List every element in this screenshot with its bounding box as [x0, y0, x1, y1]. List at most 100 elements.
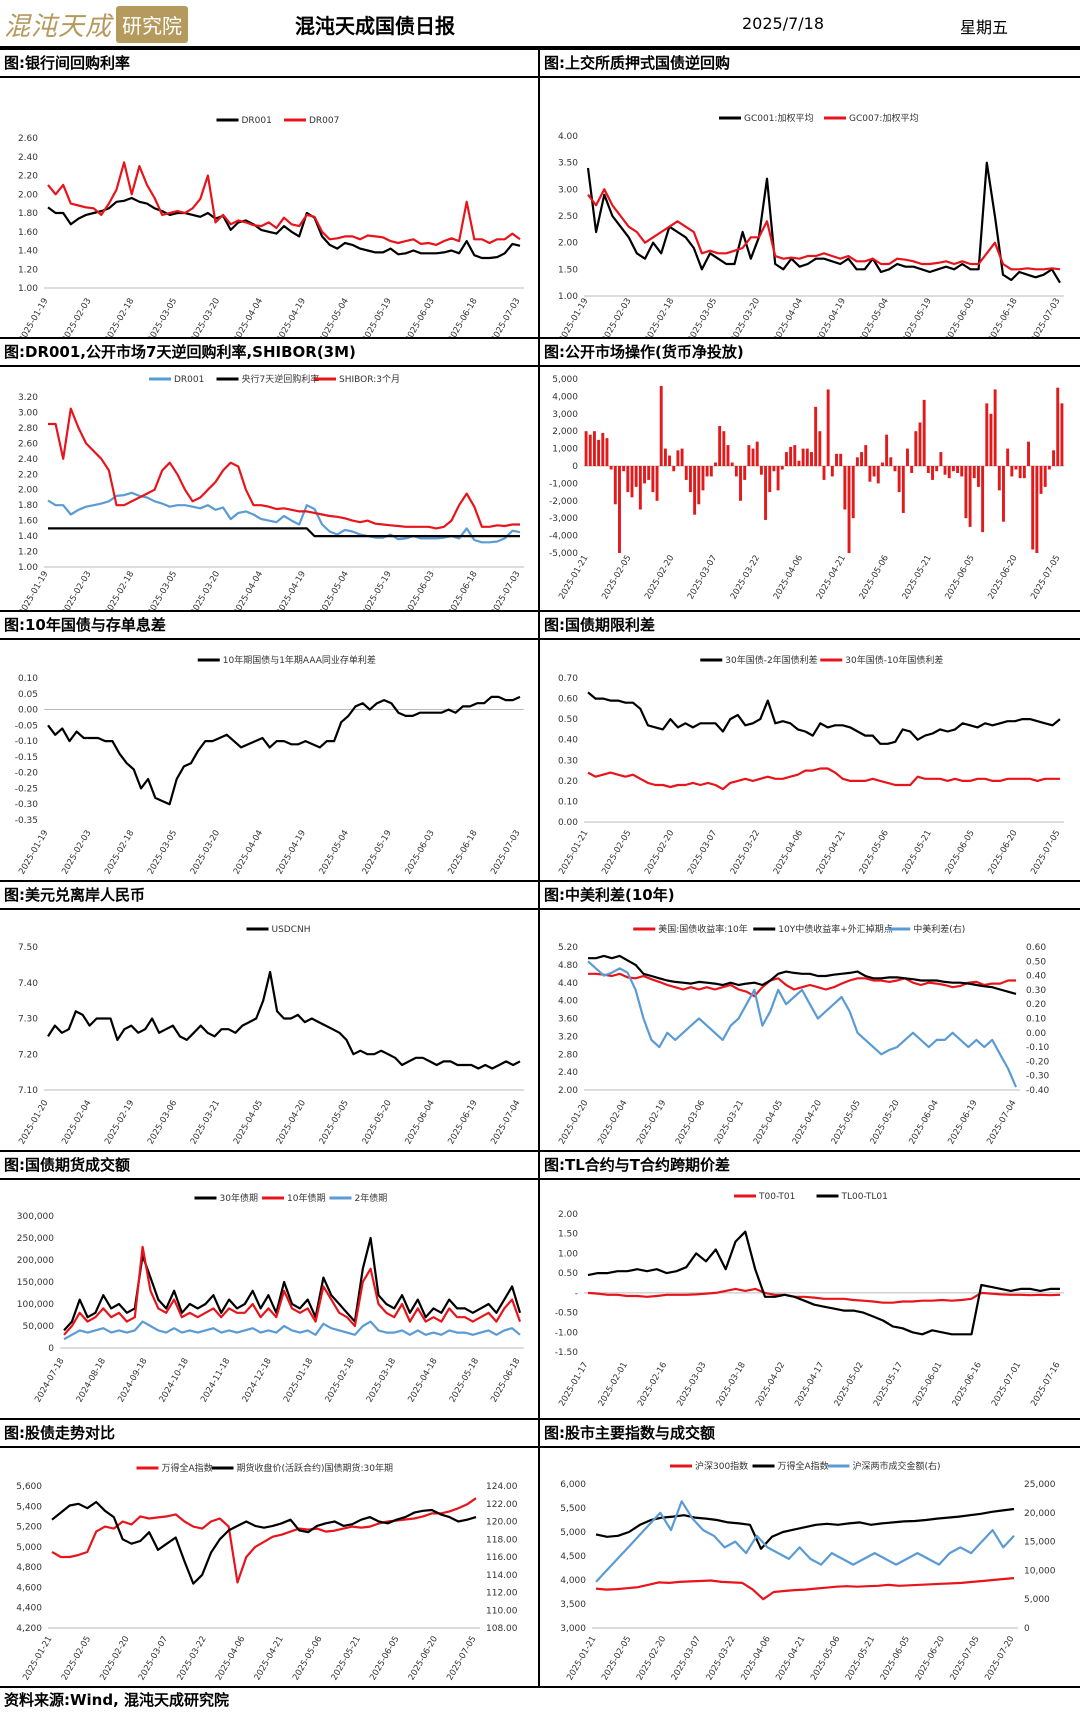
x-tick-label: 2025-05-05	[318, 1099, 351, 1147]
x-tick-label: 2025-04-05	[752, 1099, 785, 1147]
x-tick-label: 2025-03-22	[729, 829, 762, 877]
y-tick-label: 300,000	[17, 1212, 54, 1222]
bar	[843, 466, 847, 510]
bar	[880, 462, 884, 466]
x-tick-label: 2025-02-01	[597, 1361, 630, 1409]
panel-p9: 图:国债期货成交额 300,000 250,000 200,000 150,000 100…	[0, 1150, 540, 1418]
y-tick-label: 3,000	[560, 1624, 586, 1634]
x-tick-label: 2025-04-20	[791, 1099, 824, 1147]
legend-label: 美国:国债收益率:10年	[658, 923, 748, 935]
y-tick-label-right: 5,000	[1024, 1595, 1050, 1605]
logo-stamp: 研究院	[116, 5, 189, 43]
bar	[805, 448, 809, 466]
x-tick-label: 2025-05-19	[901, 297, 934, 338]
x-tick-label: 2025-02-04	[596, 1099, 629, 1147]
series-line	[47, 196, 521, 260]
x-tick-label: 2025-04-04	[232, 829, 265, 877]
y-tick-label: 2.50	[558, 212, 578, 222]
panel-p5: 图:10年国债与存单息差 0.10 0.05 0.00 -0.05 -0.10 -0.15 -…	[0, 610, 540, 880]
x-tick-label: 2025-02-18	[103, 829, 136, 877]
x-tick-label: 2025-03-07	[686, 829, 719, 877]
bar	[868, 466, 872, 482]
bar	[847, 466, 851, 553]
y-tick-label: -2,000	[549, 497, 578, 507]
y-tick-label: 2.00	[558, 239, 578, 249]
bar	[1043, 466, 1047, 487]
y-tick-label: 2.80	[558, 1050, 578, 1060]
x-tick-label: 2025-06-20	[986, 554, 1019, 602]
y-tick-label: -5,000	[549, 549, 578, 559]
bar	[759, 466, 763, 475]
series-line	[63, 1236, 522, 1332]
y-tick-label: 2.60	[18, 439, 38, 449]
x-tick-label: 2025-01-17	[557, 1361, 590, 1409]
bar	[668, 455, 672, 466]
bar	[985, 403, 989, 466]
x-tick-label: 2025-06-05	[368, 1635, 401, 1683]
x-tick-label: 2025-03-21	[189, 1099, 222, 1147]
legend-label: 30年国债-10年国债利差	[845, 654, 943, 666]
y-tick-label: 0.50	[558, 715, 578, 725]
y-tick-label: 6,000	[560, 1480, 586, 1490]
y-tick-label: 2.00	[558, 1210, 578, 1220]
x-tick-label: 2025-06-18	[446, 297, 479, 337]
bar	[951, 466, 955, 472]
bar	[864, 445, 868, 466]
bar	[893, 466, 897, 472]
x-tick-label: 2025-03-18	[715, 1361, 748, 1409]
x-tick-label: 2025-02-03	[60, 297, 93, 338]
series-line	[587, 1287, 1061, 1304]
series-line	[47, 161, 521, 246]
bar	[931, 466, 934, 480]
series-line	[588, 972, 1016, 998]
x-tick-label: 2025-06-01	[911, 1361, 944, 1409]
bar	[818, 431, 822, 466]
y-tick-label: 3,500	[560, 1600, 586, 1610]
legend-label: USDCNH	[272, 925, 311, 935]
x-tick-label: 2025-05-06	[858, 554, 891, 602]
x-tick-label: 2025-01-18	[282, 1357, 315, 1405]
legend-label: TL00-TL01	[841, 1192, 888, 1202]
bar	[935, 466, 939, 472]
legend-label: DR001	[242, 116, 272, 126]
bar	[626, 466, 630, 493]
y-tick-label: 4.00	[558, 132, 578, 142]
bar	[647, 466, 651, 480]
chart-svg: 0.70 0.60 0.50 0.40 0.30 0.20 0.10 0.002025-01-…	[557, 654, 1064, 877]
legend-label: 30年债期	[220, 1192, 258, 1204]
y-tick-label: 5,200	[16, 1523, 42, 1533]
legend-label: GC001:加权平均	[744, 112, 813, 124]
x-tick-label: 2025-04-06	[214, 1635, 247, 1683]
x-tick-label: 2025-04-19	[275, 297, 308, 338]
x-tick-label: 2025-04-19	[815, 297, 848, 338]
x-tick-label: 2025-05-19	[361, 570, 394, 611]
report-weekday: 星期五	[960, 18, 1009, 37]
bar	[651, 466, 655, 493]
series-line	[47, 491, 521, 544]
bar	[793, 445, 797, 466]
bar	[981, 466, 985, 533]
bar	[588, 434, 592, 466]
series-line	[48, 407, 520, 530]
y-tick-label: 5.20	[558, 943, 578, 953]
series-line	[595, 1507, 1015, 1550]
x-tick-label: 2025-07-01	[990, 1361, 1023, 1409]
legend-label: 期货收盘价(活跃合约)国债期货:30年期	[237, 1462, 394, 1474]
x-tick-label: 2025-04-21	[774, 1635, 807, 1683]
y-tick-label: 2.60	[18, 134, 38, 144]
x-tick-label: 2025-07-20	[983, 1635, 1016, 1683]
y-tick-label-right: 108.00	[486, 1624, 518, 1634]
x-tick-label: 2025-07-05	[1029, 829, 1062, 877]
y-tick-label: -0.25	[15, 784, 38, 794]
x-tick-label: 2025-05-04	[318, 829, 351, 877]
x-tick-label: 2025-06-20	[986, 829, 1019, 877]
x-tick-label: 2025-02-20	[643, 554, 676, 602]
bar	[663, 448, 667, 466]
panel-p8: 图:中美利差(10年) 5.20 4.80 4.40 4.00 3.60 3.20 2.80 2…	[540, 880, 1080, 1150]
y-tick-label: -1,000	[549, 479, 578, 489]
bar	[922, 399, 926, 466]
legend-label: DR007	[309, 116, 339, 126]
x-tick-label: 2025-04-05	[232, 1099, 265, 1147]
y-tick-label-right: 124.00	[486, 1482, 518, 1492]
y-tick-label: -0.10	[15, 737, 39, 747]
